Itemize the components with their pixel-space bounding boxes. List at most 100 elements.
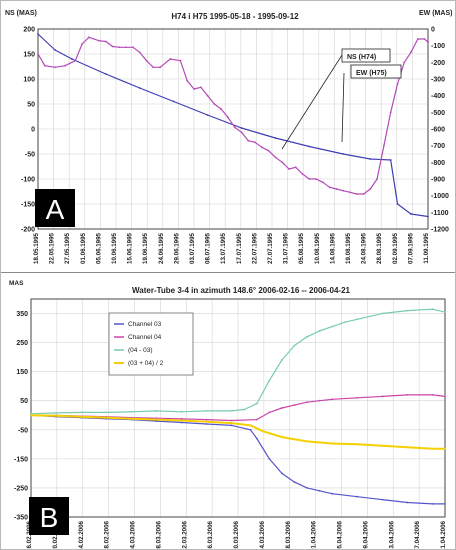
chart-a-right-tick-label: -100: [431, 43, 445, 50]
chart-a-point-ew-h75: [301, 173, 304, 175]
chart-b-point-03-04-2: [444, 447, 446, 450]
chart-a-point-ew-h75: [294, 166, 297, 169]
chart-b-point-channel-03: [268, 458, 271, 460]
chart-b-point-channel-04: [331, 398, 333, 401]
chart-b-point-channel-04: [255, 418, 258, 421]
chart-a-point-ew-h75: [383, 144, 385, 147]
chart-b-x-tick-label: 24.03.2006: [259, 520, 266, 549]
chart-b: Water-Tube 3-4 in azimuth 148.6° 2006-02…: [9, 280, 447, 549]
chart-b-point-channel-03: [318, 489, 321, 492]
legend-label-channel-04: Channel 04: [128, 334, 162, 341]
chart-b-point-channel-03: [230, 424, 233, 427]
chart-b-point-04-03: [205, 410, 208, 412]
chart-a-x-tick-label: 29.06.1995: [173, 232, 180, 264]
chart-b-point-channel-04: [356, 396, 359, 399]
chart-a-x-tick-label: 07.09.1995: [407, 232, 414, 264]
chart-b-point-03-04-2: [262, 430, 264, 433]
chart-b-point-04-03: [281, 359, 283, 361]
chart-a-point-ns-h74: [396, 203, 399, 205]
panel-a-label-box: [35, 189, 75, 227]
panel-a-label: A: [46, 194, 65, 225]
chart-a-point-ew-h75: [260, 146, 263, 149]
chart-a-series: [37, 33, 429, 218]
chart-b-point-04-03: [381, 312, 384, 315]
chart-a-point-ns-h74: [240, 127, 243, 129]
chart-b-point-03-04-2: [55, 414, 57, 417]
chart-a-point-ew-h75: [267, 149, 270, 152]
chart-b-point-03-04-2: [306, 440, 308, 443]
chart-b-x-tick-label: 24.02.2006: [78, 520, 85, 549]
chart-a-point-ew-h75: [159, 66, 162, 69]
chart-a-x-tick-label: 02.09.1995: [392, 232, 399, 264]
chart-b-x-tick-label: 01.04.2006: [311, 520, 318, 549]
chart-a-x-tick-label: 27.05.1995: [64, 232, 71, 264]
chart-a-point-ew-h75: [315, 178, 317, 180]
chart-b-point-04-03: [343, 321, 346, 324]
chart-b-point-04-03: [444, 311, 446, 313]
chart-a-left-tick-label: 0: [31, 127, 35, 134]
chart-a-right-tick-label: -200: [431, 60, 445, 67]
chart-b-point-03-04-2: [130, 417, 133, 420]
chart-a-x-tick-label: 05.08.1995: [298, 232, 305, 264]
chart-b-point-04-03: [230, 410, 233, 412]
chart-a-x-tick-label: 05.06.1995: [95, 232, 102, 264]
chart-a-point-ew-h75: [132, 46, 134, 49]
chart-a-point-ns-h74: [71, 58, 73, 60]
chart-a-x-tick-label: 13.07.1995: [220, 232, 227, 264]
chart-b-point-channel-04: [180, 417, 183, 420]
chart-b-point-03-04-2: [105, 416, 108, 419]
chart-a-x-tick-label: 27.07.1995: [267, 232, 274, 264]
chart-a-right-tick-label: -800: [431, 160, 445, 167]
chart-b-left-tick-label: 250: [16, 340, 28, 347]
chart-a-point-ew-h75: [281, 161, 284, 164]
chart-a-right-tick-label: -1000: [431, 193, 449, 200]
chart-a-point-ew-h75: [322, 181, 324, 184]
chart-b-point-04-03: [431, 308, 434, 311]
chart-b-point-03-04-2: [155, 418, 158, 421]
chart-a-point-ew-h75: [355, 193, 358, 195]
chart-a-point-ew-h75: [125, 46, 128, 49]
chart-a-point-ew-h75: [74, 59, 77, 62]
chart-a-x-tick-label: 22.05.1995: [49, 232, 56, 264]
chart-a-point-ew-h75: [118, 46, 121, 49]
chart-a-x-tick-label: 18.05.1995: [33, 232, 40, 264]
chart-b-point-channel-03: [381, 498, 384, 501]
chart-a-point-ns-h74: [389, 159, 392, 161]
chart-a-left-axis-label: NS (MAS): [5, 10, 37, 17]
chart-a-point-ew-h75: [403, 61, 406, 64]
chart-a-x-tick-label: 17.07.1995: [236, 232, 243, 264]
chart-b-point-channel-03: [306, 487, 308, 489]
ew-annotation-leader: [341, 72, 345, 143]
chart-a-point-ew-h75: [396, 83, 399, 85]
chart-b-point-03-04-2: [406, 446, 409, 449]
chart-a-series-ns-h74: [37, 33, 429, 218]
chart-a-point-ew-h75: [179, 59, 182, 62]
chart-b-point-channel-03: [431, 503, 434, 505]
chart-a-left-tick-label: -150: [21, 202, 35, 209]
chart-b-point-channel-03: [331, 492, 333, 495]
chart-a-point-ew-h75: [152, 66, 155, 69]
chart-a-point-ew-h75: [213, 103, 216, 105]
chart-b-point-03-04-2: [205, 420, 208, 423]
chart-a-point-ew-h75: [145, 59, 148, 62]
chart-b-point-channel-03: [180, 421, 183, 424]
chart-b-point-channel-03: [255, 437, 258, 440]
chart-a-point-ew-h75: [274, 156, 277, 159]
legend-label-channel-03: Channel 03: [128, 321, 162, 328]
chart-a-point-ew-h75: [138, 51, 141, 54]
chart-a-point-ew-h75: [199, 86, 202, 89]
chart-b-point-channel-04: [381, 395, 384, 398]
chart-a-point-ew-h75: [247, 139, 250, 142]
chart-a-point-ew-h75: [362, 193, 365, 195]
chart-a-x-tick-label: 03.07.1995: [189, 232, 196, 264]
chart-b-left-tick-label: 350: [16, 311, 28, 318]
chart-b-axis-label: MAS: [9, 280, 24, 287]
chart-b-x-tick-label: 08.03.2006: [155, 520, 162, 549]
chart-a-left-tick-label: 50: [27, 102, 35, 109]
chart-b-point-channel-04: [406, 394, 409, 396]
chart-a-point-ew-h75: [376, 178, 378, 180]
chart-a-x-tick-label: 19.08.1995: [345, 232, 352, 264]
chart-a-annotations: NS (H74) EW (H75): [281, 48, 402, 150]
chart-b-x-tick-label: 09.04.2006: [362, 520, 369, 549]
chart-a-right-tick-label: 0: [431, 27, 435, 34]
